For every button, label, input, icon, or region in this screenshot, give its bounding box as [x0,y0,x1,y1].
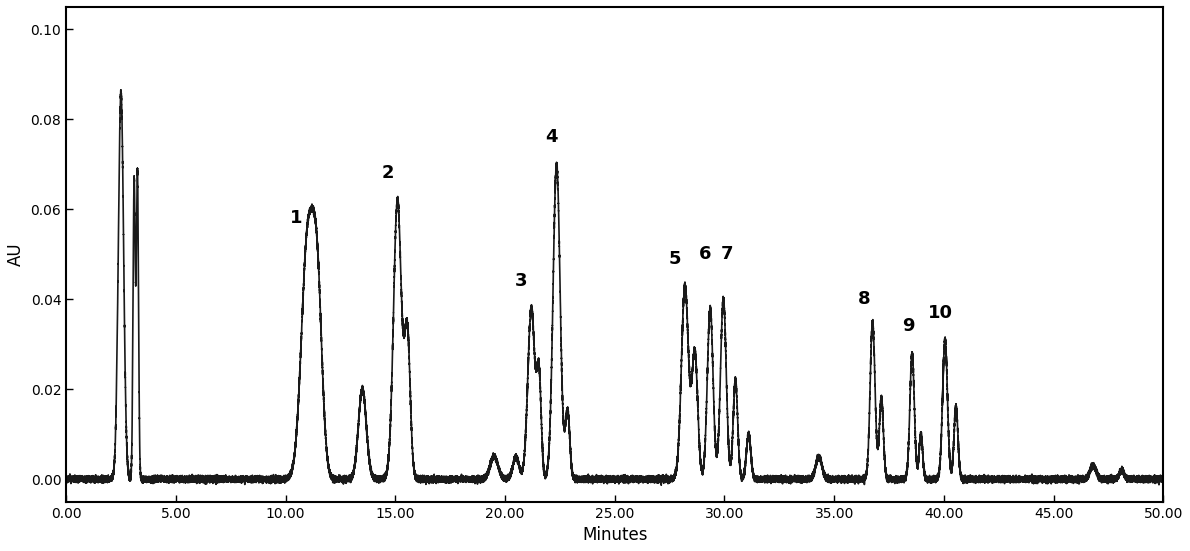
Text: 10: 10 [928,304,953,322]
Text: 7: 7 [720,245,733,263]
Text: 6: 6 [699,245,710,263]
Text: 9: 9 [902,317,915,335]
Text: 3: 3 [515,272,527,290]
Y-axis label: AU: AU [7,242,25,266]
Text: 1: 1 [290,209,302,228]
Text: 5: 5 [669,250,682,268]
X-axis label: Minutes: Minutes [582,526,647,544]
Text: 2: 2 [381,164,394,182]
Text: 4: 4 [545,128,557,147]
Text: 8: 8 [858,290,870,308]
